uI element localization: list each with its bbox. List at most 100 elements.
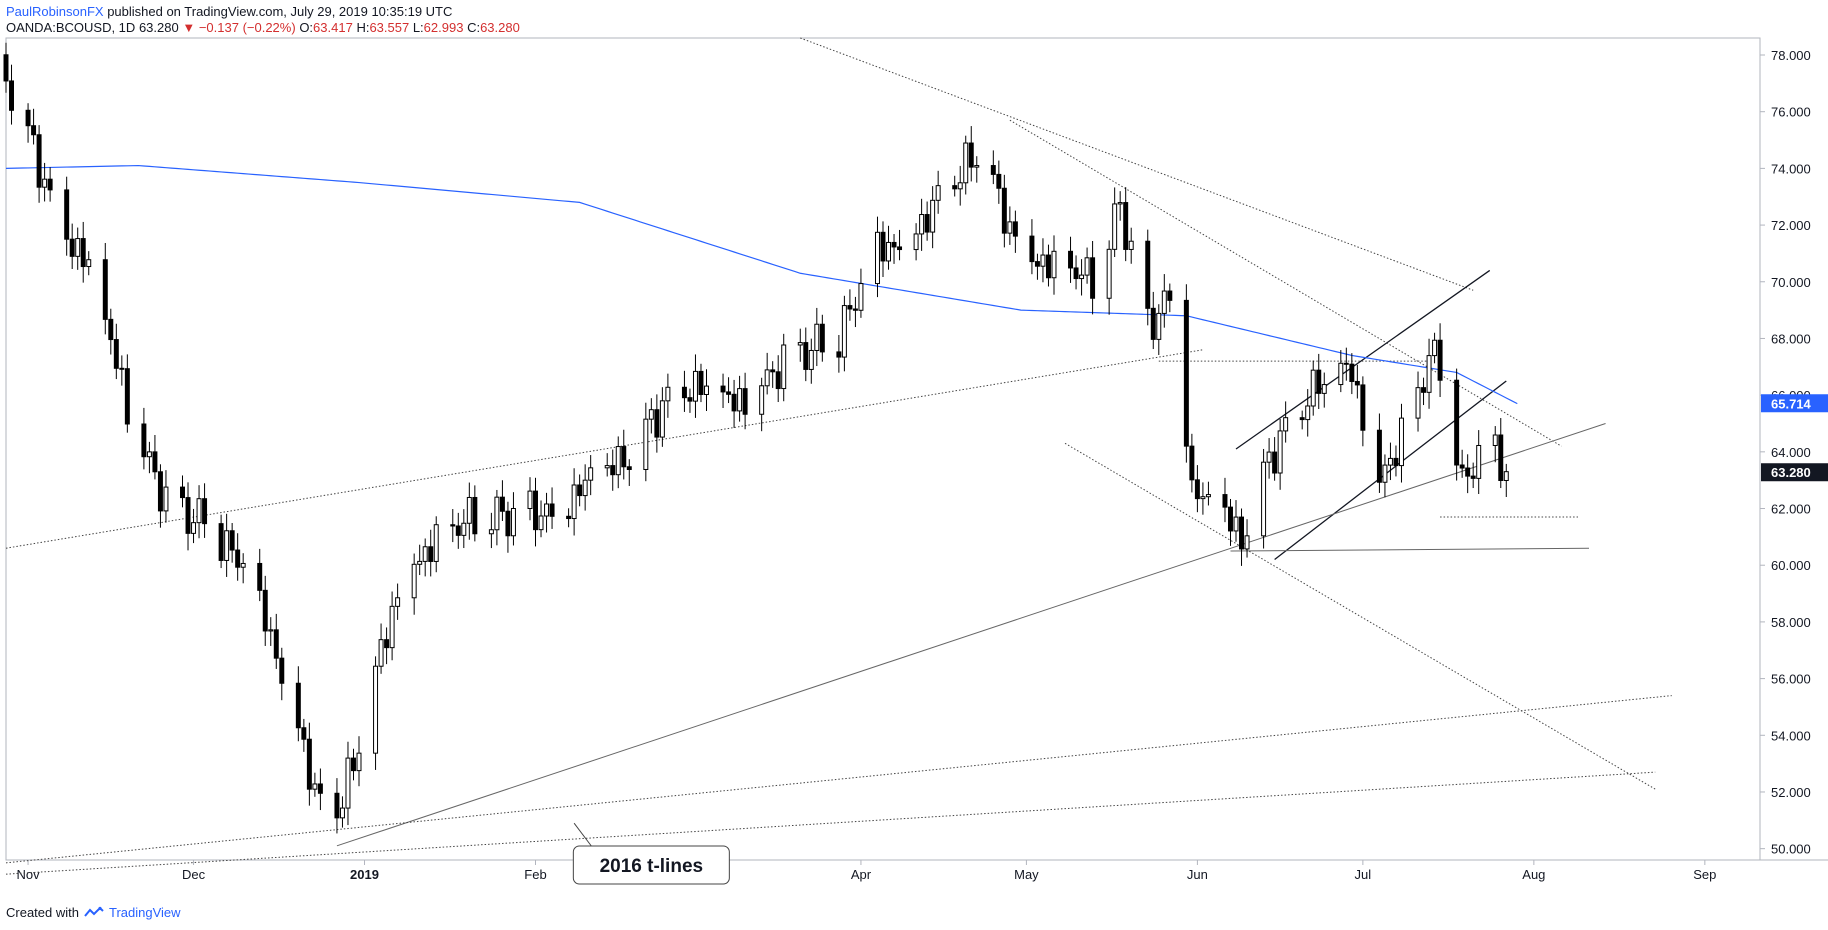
candle-body <box>1432 339 1438 357</box>
candle-body <box>306 738 312 790</box>
candle-body <box>295 682 301 729</box>
candle-body <box>533 490 538 531</box>
open-value: 63.417 <box>313 20 353 35</box>
candle-body <box>1465 467 1471 477</box>
candle-body <box>737 388 743 412</box>
candle-body <box>1205 494 1211 498</box>
x-tick-label: Nov <box>17 867 41 882</box>
x-tick-label: Aug <box>1522 867 1545 882</box>
candle-body <box>411 563 417 599</box>
candle-body <box>527 490 533 509</box>
candle-body <box>499 496 505 512</box>
candle-body <box>351 757 356 772</box>
candle-body <box>75 238 81 257</box>
candle-body <box>510 507 516 537</box>
candle-body <box>819 323 825 353</box>
y-tick-label: 60.000 <box>1771 558 1811 573</box>
candle-body <box>1244 535 1250 550</box>
candle-body <box>577 484 583 497</box>
author-link[interactable]: PaulRobinsonFX <box>6 4 104 19</box>
y-tick-label: 52.000 <box>1771 785 1811 800</box>
candle-body <box>1299 417 1305 421</box>
candle-body <box>80 238 86 268</box>
candle-body <box>31 125 37 136</box>
candle-body <box>1376 429 1382 483</box>
candle-body <box>1354 380 1360 386</box>
symbol-label[interactable]: OANDA:BCOUSD, 1D <box>6 20 136 35</box>
candle-body <box>770 369 776 373</box>
candle-body <box>235 549 241 568</box>
candle-body <box>582 479 588 497</box>
chart-header: PaulRobinsonFX published on TradingView.… <box>6 4 452 19</box>
high-label: H: <box>356 20 370 35</box>
horizontal-support-june <box>1230 547 1590 552</box>
candle-body <box>1283 417 1289 432</box>
2016-tline-upper <box>5 695 1672 864</box>
candle-body <box>968 142 974 168</box>
candle-body <box>571 484 577 520</box>
triangle-down-icon: ▼ <box>182 20 196 35</box>
candle-body <box>1437 339 1443 381</box>
candle-body <box>858 283 864 311</box>
candle-body <box>505 510 511 537</box>
candle-body <box>1194 479 1200 500</box>
candle-body <box>3 54 9 82</box>
candle-body <box>698 370 704 395</box>
candle-body <box>880 231 886 262</box>
candle-body <box>726 391 732 395</box>
candle-body <box>1316 369 1322 394</box>
candle-body <box>996 173 1002 189</box>
candle-body <box>1106 248 1112 299</box>
candle-body <box>957 182 963 190</box>
candle-body <box>775 371 781 390</box>
candle-body <box>538 515 544 531</box>
candle-body <box>163 486 169 512</box>
candle-body <box>1239 516 1245 550</box>
publish-info: published on TradingView.com, July 29, 2… <box>107 4 453 19</box>
candle-body <box>759 385 765 415</box>
candle-body <box>1476 444 1482 479</box>
candle-body <box>897 246 903 251</box>
candle-body <box>312 783 318 790</box>
y-tick-label: 70.000 <box>1771 275 1811 290</box>
y-tick-label: 78.000 <box>1771 48 1811 63</box>
annotation-box <box>572 845 730 885</box>
candle-body <box>566 515 572 520</box>
candle-body <box>422 546 428 562</box>
x-tick-label: Apr <box>851 867 872 882</box>
candle-body <box>886 241 892 262</box>
candle-body <box>1029 235 1035 263</box>
candle-body <box>1051 250 1057 279</box>
candle-body <box>334 792 340 819</box>
candle-body <box>152 451 158 473</box>
candle-body <box>874 231 880 285</box>
candle-body <box>1034 261 1040 267</box>
descending-dotted-from-may <box>1064 442 1656 790</box>
candle-body <box>1045 254 1051 279</box>
candle-body <box>1222 494 1228 508</box>
candle-body <box>1156 312 1162 340</box>
price-chart[interactable]: 78.00076.00074.00072.00070.00068.00066.0… <box>0 0 1828 900</box>
candle-body <box>1272 451 1278 474</box>
candle-body <box>1084 257 1090 276</box>
y-tick-label: 74.000 <box>1771 161 1811 176</box>
candle-body <box>257 562 263 591</box>
candle-body <box>42 178 48 188</box>
candle-body <box>1459 464 1465 469</box>
ma-200-label-bg <box>1761 394 1828 413</box>
tradingview-link[interactable]: TradingView <box>108 905 181 920</box>
candle-body <box>924 214 930 233</box>
candle-body <box>1426 355 1432 393</box>
footer: Created with TradingView <box>6 905 181 920</box>
last-price-label: 63.280 <box>1771 465 1811 480</box>
candle-body <box>1343 362 1349 365</box>
candle-body <box>378 639 384 667</box>
candle-body <box>963 142 969 184</box>
candle-body <box>428 546 434 562</box>
candle-body <box>935 185 941 201</box>
close-value: 63.280 <box>480 20 520 35</box>
candle-body <box>990 165 996 175</box>
y-tick-label: 64.000 <box>1771 445 1811 460</box>
x-tick-label: Feb <box>524 867 546 882</box>
candle-body <box>146 451 152 458</box>
